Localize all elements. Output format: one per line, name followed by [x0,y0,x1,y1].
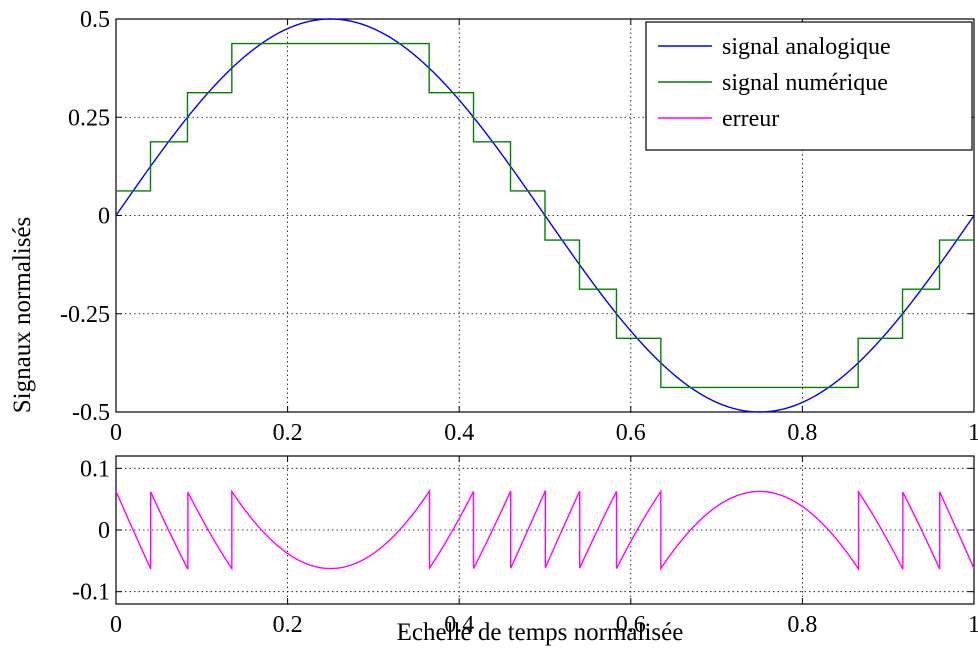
y-tick-label: -0.5 [72,400,110,426]
x-tick-label: 0.6 [616,612,646,638]
y-tick-label: -0.1 [72,580,110,606]
series-line-erreur [115,488,975,572]
x-tick-label: 0.2 [273,420,303,446]
y-tick-label: 0.25 [68,105,110,131]
top-plot-panel: 0 0.2 0.4 0.6 0.8 1 -0.5 -0.25 0 0.25 0.5 signal an… [60,7,978,446]
y-tick-label: 0 [98,518,110,544]
y-tick-label: -0.25 [60,302,110,328]
x-tick-label: 1 [968,612,978,638]
y-tick-label: 0.1 [80,456,110,482]
x-tick-label: 0.4 [444,612,474,638]
x-tick-label: 0.6 [616,420,646,446]
x-tick-label: 0.8 [787,612,817,638]
x-axis-label: Echelle de temps normalisée [397,619,684,646]
y-tick-label: 0.5 [80,7,110,33]
legend-entry-label: erreur [722,106,779,132]
y-axis-label: Signaux normalisés [9,217,36,414]
series-line-signal-numerique [116,42,974,389]
plot-frame [115,455,975,605]
x-tick-label: 0.8 [787,420,817,446]
legend-box [645,21,973,151]
y-tick-label: 0 [98,204,110,230]
legend: signal analogique signal numérique erreur [645,21,973,151]
x-tick-label: 0 [110,420,122,446]
bottom-plot-panel: 0 0.2 0.4 0.6 0.8 1-0.100.1 [72,455,978,638]
x-tick-label: 0.2 [273,612,303,638]
x-tick-label: 0 [110,612,122,638]
x-tick-label: 0.4 [444,420,474,446]
legend-entry-label: signal analogique [722,34,891,60]
x-tick-label: 1 [968,420,978,446]
legend-entry-label: signal numérique [722,70,888,96]
